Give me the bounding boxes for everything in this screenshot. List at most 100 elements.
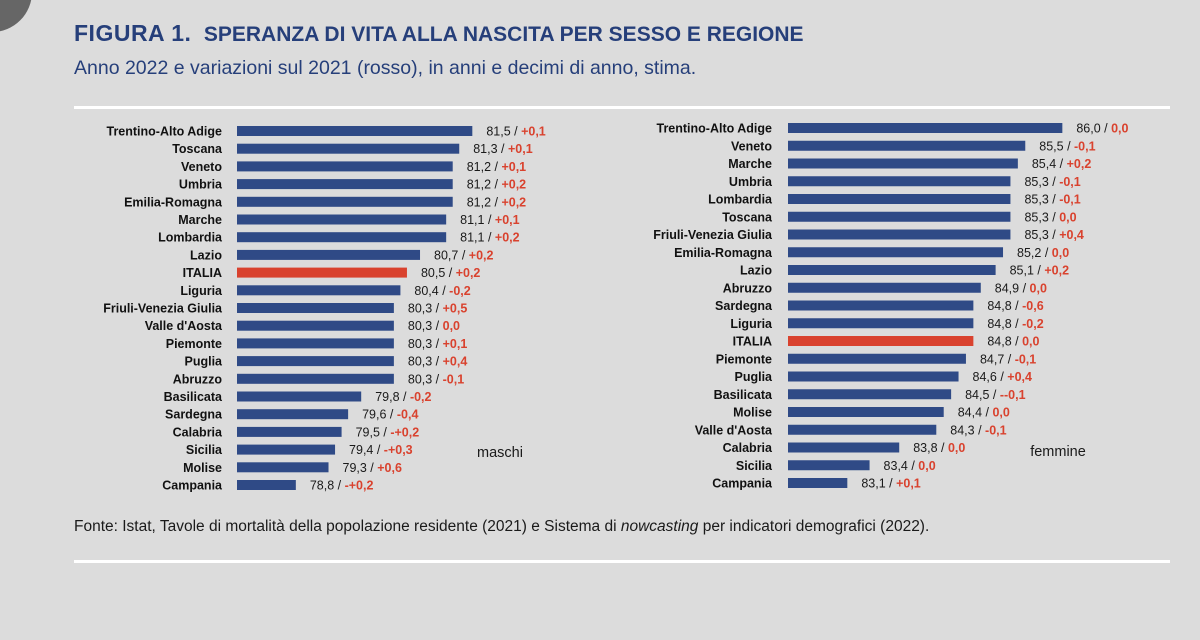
femmine-change: +0,2 — [1044, 264, 1069, 278]
maschi-value-label: 79,6 / -0,4 — [362, 408, 418, 422]
femmine-value-label: 85,1 / +0,2 — [1010, 264, 1069, 278]
maschi-value-label: 81,1 / +0,2 — [460, 231, 519, 245]
maschi-value: 80,3 / — [408, 372, 443, 386]
femmine-bar — [788, 371, 959, 382]
maschi-series-annotation: maschi — [477, 445, 523, 461]
femmine-value-label: 84,5 / --0,1 — [965, 388, 1026, 402]
femmine-change: 0,0 — [1052, 246, 1069, 260]
maschi-value: 81,1 / — [460, 231, 495, 245]
maschi-value: 80,3 / — [408, 319, 443, 333]
femmine-value: 84,8 / — [987, 299, 1022, 313]
femmine-change: -0,1 — [1059, 175, 1081, 189]
femmine-value-label: 83,8 / 0,0 — [913, 441, 965, 455]
femmine-change: 0,0 — [992, 406, 1009, 420]
femmine-value-label: 83,4 / 0,0 — [884, 459, 936, 473]
maschi-change: +0,2 — [501, 178, 526, 192]
maschi-change: +0,1 — [521, 125, 546, 139]
femmine-change: 0,0 — [1059, 210, 1076, 224]
femmine-value-label: 84,7 / -0,1 — [980, 352, 1036, 366]
maschi-value-label: 80,3 / -0,1 — [408, 372, 464, 386]
maschi-value-label: 81,2 / +0,2 — [467, 195, 526, 209]
maschi-change: +0,1 — [443, 337, 468, 351]
maschi-bar — [237, 462, 329, 473]
maschi-change: +0,2 — [469, 248, 494, 262]
femmine-bar — [788, 478, 848, 488]
femmine-value: 85,3 / — [1024, 175, 1059, 189]
maschi-change: +0,2 — [495, 231, 520, 245]
femmine-value: 85,4 / — [1032, 157, 1067, 171]
femmine-value-label: 85,3 / -0,1 — [1024, 175, 1080, 189]
source-prefix: Fonte: Istat, Tavole di mortalità della … — [74, 518, 621, 535]
femmine-category-label: Abruzzo — [723, 281, 773, 295]
maschi-category-label: Basilicata — [164, 390, 223, 404]
femmine-value: 83,4 / — [884, 459, 919, 473]
femmine-bar — [788, 300, 974, 311]
femmine-value-label: 85,2 / 0,0 — [1017, 246, 1069, 260]
maschi-change: 0,0 — [443, 319, 460, 333]
femmine-change: 0,0 — [1030, 281, 1047, 295]
maschi-bar — [237, 179, 453, 190]
femmine-bar — [788, 407, 944, 417]
maschi-bar — [237, 338, 394, 349]
maschi-category-label: Emilia-Romagna — [124, 195, 223, 209]
maschi-value-label: 79,4 / -+0,3 — [349, 443, 413, 457]
femmine-value-label: 85,3 / -0,1 — [1024, 193, 1080, 207]
maschi-value-label: 81,2 / +0,2 — [467, 178, 526, 192]
femmine-value: 84,5 / — [965, 388, 1000, 402]
maschi-category-label: Trentino-Alto Adige — [107, 125, 223, 139]
maschi-bar — [237, 161, 453, 172]
maschi-change: +0,5 — [443, 302, 468, 316]
femmine-bar — [788, 336, 974, 346]
maschi-bar — [237, 409, 349, 420]
femmine-value: 86,0 / — [1076, 122, 1111, 136]
maschi-change: -0,4 — [397, 408, 419, 422]
femmine-change: -0,1 — [1015, 352, 1037, 366]
maschi-value: 79,4 / — [349, 443, 384, 457]
femmine-value: 85,2 / — [1017, 246, 1052, 260]
femmine-category-label: Veneto — [731, 139, 772, 153]
femmine-bar — [788, 211, 1011, 222]
maschi-bar — [237, 480, 296, 490]
femmine-category-label: ITALIA — [733, 335, 772, 349]
femmine-bar — [788, 194, 1011, 204]
maschi-category-label: Molise — [183, 461, 222, 475]
femmine-change: +0,4 — [1007, 370, 1032, 384]
femmine-value: 85,3 / — [1024, 193, 1059, 207]
maschi-bar — [237, 444, 336, 455]
maschi-category-label: Sicilia — [186, 443, 223, 457]
maschi-bar — [237, 303, 394, 313]
maschi-value: 78,8 / — [310, 479, 345, 493]
femmine-change: -0,1 — [985, 423, 1007, 437]
femmine-value-label: 84,3 / -0,1 — [950, 423, 1006, 437]
femmine-change: -0,1 — [1074, 139, 1096, 153]
femmine-bar — [788, 460, 870, 471]
femmine-value-label: 84,8 / 0,0 — [987, 335, 1039, 349]
maschi-value: 81,2 / — [467, 195, 502, 209]
life-expectancy-charts: Trentino-Alto Adige 81,5 / +0,1 Toscana 81,… — [103, 122, 1128, 493]
femmine-change: 0,0 — [948, 441, 965, 455]
maschi-bar — [237, 126, 473, 136]
maschi-value-label: 79,5 / -+0,2 — [356, 425, 420, 439]
maschi-bar — [237, 267, 407, 278]
femmine-category-label: Calabria — [723, 441, 773, 455]
femmine-value: 83,1 / — [861, 477, 896, 491]
femmine-bar — [788, 176, 1011, 187]
maschi-value-label: 81,5 / +0,1 — [486, 125, 545, 139]
femmine-value-label: 83,1 / +0,1 — [861, 477, 920, 491]
femmine-value-label: 84,8 / -0,6 — [987, 299, 1043, 313]
maschi-value: 80,3 / — [408, 337, 443, 351]
femmine-change: -0,1 — [1059, 193, 1081, 207]
source-note: Fonte: Istat, Tavole di mortalità della … — [74, 518, 929, 536]
femmine-change: --0,1 — [1000, 388, 1026, 402]
maschi-category-label: Toscana — [172, 142, 223, 156]
maschi-change: -0,1 — [443, 372, 465, 386]
maschi-category-label: Veneto — [181, 160, 222, 174]
maschi-change: +0,1 — [495, 213, 520, 227]
maschi-category-label: Lazio — [190, 248, 222, 262]
femmine-value: 84,8 / — [987, 335, 1022, 349]
femmine-value: 85,1 / — [1010, 264, 1045, 278]
maschi-bar — [237, 426, 342, 437]
maschi-category-label: Marche — [178, 213, 222, 227]
maschi-category-label: Liguria — [180, 284, 223, 298]
figure-title: SPERANZA DI VITA ALLA NASCITA PER SESSO … — [203, 23, 804, 46]
